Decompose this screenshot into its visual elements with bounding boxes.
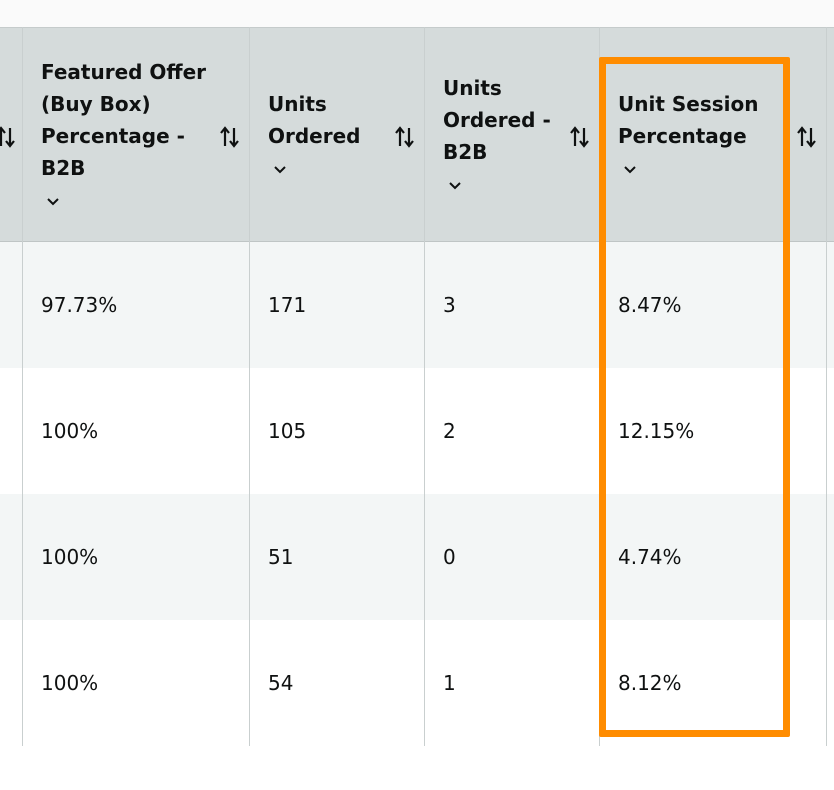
sort-arrows-icon[interactable] [220, 124, 240, 150]
cell-units-ordered: 51 [268, 545, 294, 569]
cell-units-ordered-b2b: 2 [443, 419, 456, 443]
page-bottom [0, 746, 834, 790]
chevron-down-icon[interactable] [623, 165, 637, 175]
cell-units-ordered: 105 [268, 419, 307, 443]
column-header-featured-offer-b2b[interactable]: Featured Offer (Buy Box) Percentage - B2… [22, 28, 249, 243]
sort-arrows-icon[interactable] [395, 124, 415, 150]
sort-arrows-icon[interactable] [0, 124, 16, 150]
cell-units-ordered: 54 [268, 671, 294, 695]
table-row: 97.73% 171 3 8.47% [0, 242, 834, 368]
column-header-label: Featured Offer (Buy Box) Percentage - B2… [41, 60, 207, 180]
cell-units-ordered-b2b: 3 [443, 293, 456, 317]
column-divider [599, 27, 600, 746]
top-strip [0, 0, 834, 27]
table-row: 100% 105 2 12.15% [0, 368, 834, 494]
column-divider [826, 27, 827, 746]
cell-featured-offer-b2b: 100% [41, 545, 99, 569]
column-divider [249, 27, 250, 746]
cell-unit-session-percentage: 8.47% [618, 293, 682, 317]
cell-units-ordered: 171 [268, 293, 307, 317]
table-row: 100% 54 1 8.12% [0, 620, 834, 746]
column-header-label: Unit Session Percentage [618, 92, 759, 148]
cell-featured-offer-b2b: 100% [41, 671, 99, 695]
cell-featured-offer-b2b: 97.73% [41, 293, 118, 317]
sort-arrows-icon[interactable] [797, 124, 817, 150]
cell-featured-offer-b2b: 100% [41, 419, 99, 443]
cell-unit-session-percentage: 8.12% [618, 671, 682, 695]
column-header-units-ordered[interactable]: Units Ordered [249, 28, 424, 243]
sort-arrows-icon[interactable] [570, 124, 590, 150]
table-row: 100% 51 0 4.74% [0, 494, 834, 620]
chevron-down-icon[interactable] [448, 181, 462, 191]
cell-units-ordered-b2b: 0 [443, 545, 456, 569]
table-header-row: Featured Offer (Buy Box) Percentage - B2… [0, 27, 834, 242]
column-header-label: Units Ordered [268, 92, 361, 148]
column-header-units-ordered-b2b[interactable]: Units Ordered - B2B [424, 28, 599, 243]
column-header-unit-session-percentage[interactable]: Unit Session Percentage [599, 28, 826, 243]
column-divider [424, 27, 425, 746]
cell-unit-session-percentage: 4.74% [618, 545, 682, 569]
chevron-down-icon[interactable] [273, 165, 287, 175]
column-header-label: Units Ordered - B2B [443, 76, 551, 164]
column-divider [22, 27, 23, 746]
cell-units-ordered-b2b: 1 [443, 671, 456, 695]
cell-unit-session-percentage: 12.15% [618, 419, 695, 443]
chevron-down-icon[interactable] [46, 197, 60, 207]
